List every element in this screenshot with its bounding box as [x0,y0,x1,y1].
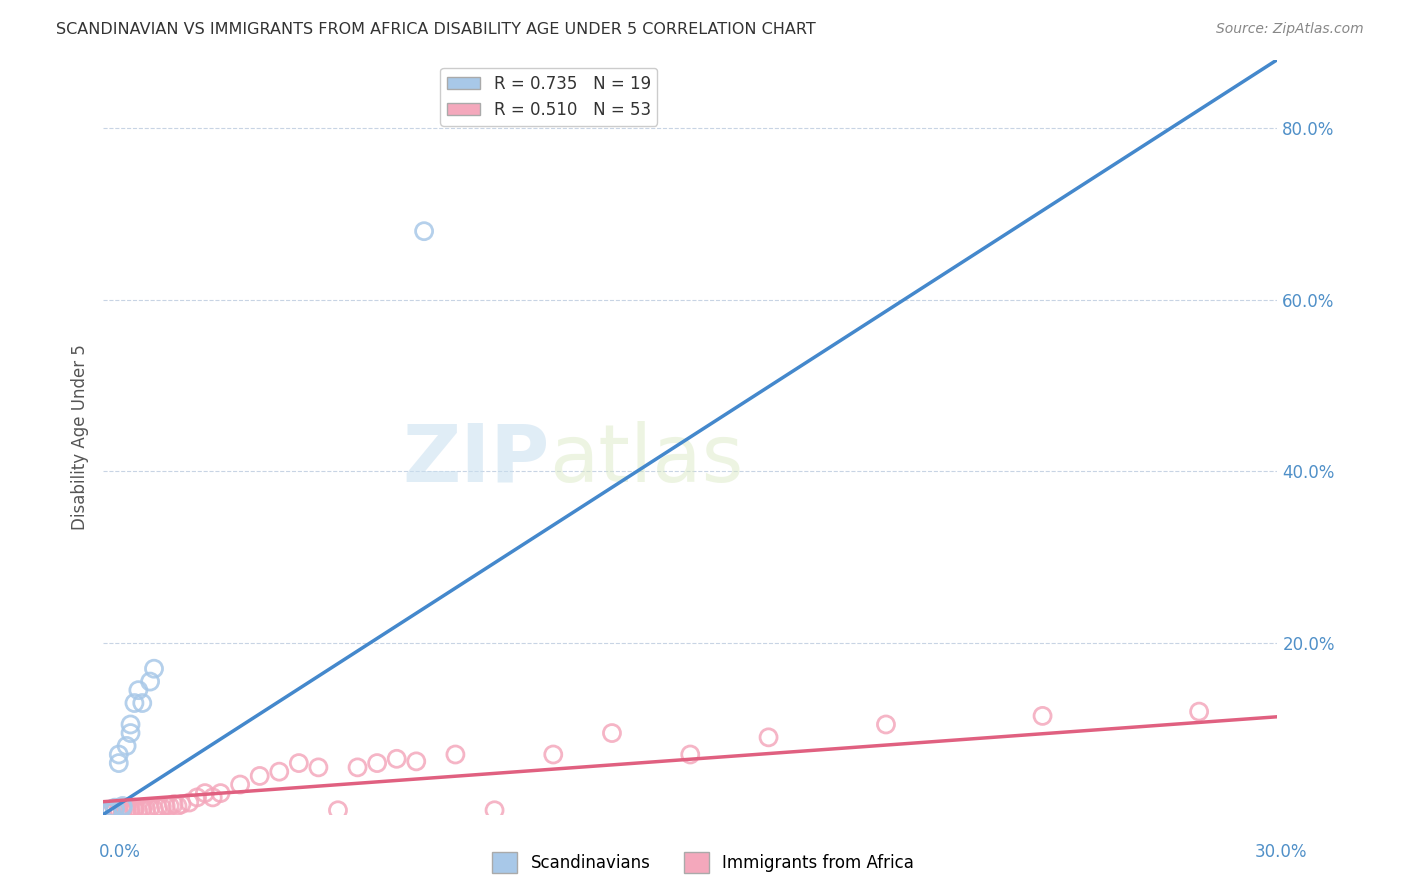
Point [124,800,146,814]
Text: SCANDINAVIAN VS IMMIGRANTS FROM AFRICA DISABILITY AGE UNDER 5 CORRELATION CHART: SCANDINAVIAN VS IMMIGRANTS FROM AFRICA D… [56,22,815,37]
Point [96,805,118,819]
Point [143,802,166,816]
Point [600,726,623,740]
Y-axis label: Disability Age Under 5: Disability Age Under 5 [72,344,89,530]
Point [143,662,166,676]
Point [146,800,169,814]
Point [150,800,173,814]
Point [124,696,146,710]
Point [107,804,129,818]
Point [1188,705,1211,719]
Point [679,747,702,762]
Point [405,755,427,769]
Point [111,799,134,814]
Point [194,786,217,800]
Point [543,747,565,762]
Text: 0.0%: 0.0% [98,843,141,861]
Point [135,802,157,816]
Point [186,790,208,805]
Point [107,802,129,816]
Point [249,769,271,783]
Point [139,801,162,815]
Point [104,803,127,817]
Point [139,674,162,689]
Point [120,802,142,816]
Point [115,739,138,753]
Legend: R = 0.735   N = 19, R = 0.510   N = 53: R = 0.735 N = 19, R = 0.510 N = 53 [440,68,658,126]
Point [875,717,897,731]
Point [96,803,118,817]
Point [100,803,122,817]
Point [127,683,149,698]
Point [170,797,193,812]
Point [131,803,153,817]
Legend: Scandinavians, Immigrants from Africa: Scandinavians, Immigrants from Africa [485,846,921,880]
Point [166,799,188,814]
Point [484,803,506,817]
Point [104,800,127,814]
Point [111,805,134,819]
Point [131,800,153,814]
Point [124,803,146,817]
Point [413,224,436,238]
Point [115,804,138,818]
Point [346,760,368,774]
Point [162,797,184,812]
Point [100,805,122,819]
Point [155,799,177,814]
Point [120,726,142,740]
Point [758,731,780,745]
Point [120,805,142,819]
Point [179,796,201,810]
Point [229,778,252,792]
Point [131,696,153,710]
Point [107,747,129,762]
Point [104,802,127,816]
Point [1031,709,1053,723]
Point [326,803,349,817]
Point [100,804,122,818]
Point [115,802,138,816]
Point [209,786,232,800]
Point [104,804,127,818]
Point [288,756,311,770]
Point [111,803,134,817]
Point [269,764,291,779]
Text: Source: ZipAtlas.com: Source: ZipAtlas.com [1216,22,1364,37]
Point [127,804,149,818]
Text: atlas: atlas [550,421,744,499]
Point [96,803,118,817]
Point [201,790,224,805]
Point [107,756,129,770]
Point [366,756,388,770]
Point [385,752,408,766]
Text: ZIP: ZIP [402,421,550,499]
Point [96,805,118,819]
Text: 30.0%: 30.0% [1256,843,1308,861]
Point [307,760,329,774]
Point [120,717,142,731]
Point [111,800,134,814]
Point [100,802,122,816]
Point [444,747,467,762]
Point [159,799,181,814]
